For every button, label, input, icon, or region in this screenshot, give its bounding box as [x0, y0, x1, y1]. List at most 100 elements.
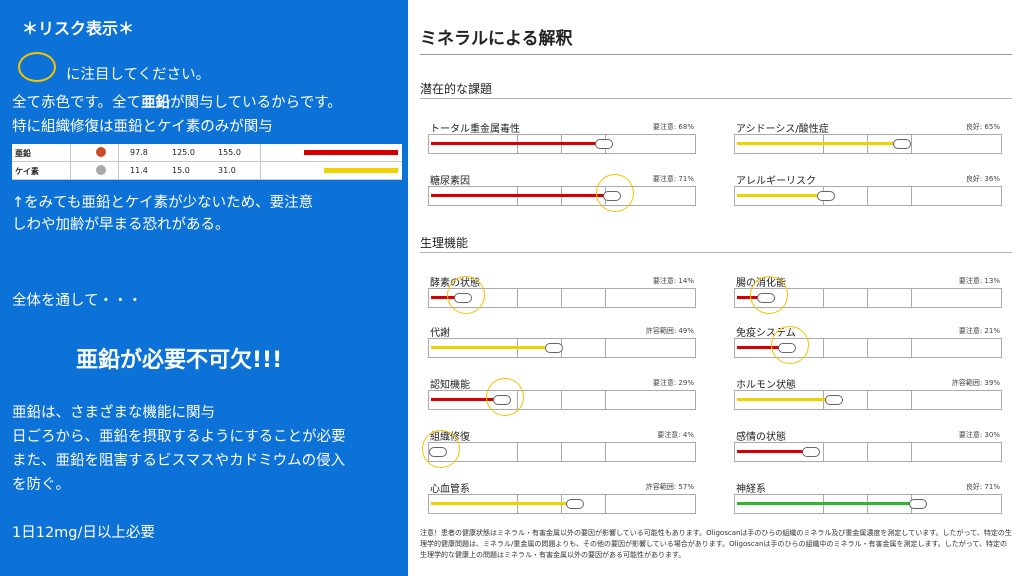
indicator-name: 認知機能 — [430, 380, 470, 391]
paragraph-1: 亜鉛は、さまざまな機能に関与 — [12, 405, 215, 421]
indicator-item: 感情の状態 要注意: 30% — [734, 428, 1002, 474]
indicator-bar — [737, 194, 831, 197]
indicator-status: 要注意: 71% — [652, 175, 694, 183]
indicator-bar — [431, 194, 617, 197]
indicator-name: トータル重金属毒性 — [430, 124, 520, 135]
indicator-gauge — [428, 186, 696, 206]
section1-divider — [420, 98, 1012, 99]
mini-name: 亜鉛 — [15, 149, 31, 158]
indicator-status: 要注意: 68% — [652, 123, 694, 131]
highlight-ring — [596, 174, 634, 212]
indicator-knob — [817, 191, 835, 201]
indicator-gauge — [428, 494, 696, 514]
indicator-status: 要注意: 30% — [958, 431, 1000, 439]
arrow-line-2: しわや加齢が早まる恐れがある。 — [12, 217, 230, 233]
indicator-item: 糖尿素因 要注意: 71% — [428, 172, 696, 218]
indicator-item: トータル重金属毒性 要注意: 68% — [428, 120, 696, 166]
mini-v3: 31.0 — [218, 166, 236, 175]
mini-v3: 155.0 — [218, 148, 241, 157]
mineral-mini-table: 亜鉛 97.8 125.0 155.0 ケイ素 11.4 15.0 31.0 — [12, 144, 402, 180]
indicator-knob — [909, 499, 927, 509]
indicator-item: 代謝 許容範囲: 49% — [428, 324, 696, 370]
highlight-ring-sample — [18, 52, 56, 82]
paragraph-3: また、亜鉛を阻害するビスマスやカドミウムの侵入 — [12, 453, 346, 469]
mini-row-zinc: 亜鉛 97.8 125.0 155.0 — [12, 144, 402, 162]
section2-divider — [420, 252, 1012, 253]
indicator-gauge — [428, 390, 696, 410]
indicator-status: 良好: 65% — [965, 123, 1000, 131]
paragraph-2: 日ごろから、亜鉛を摂取するようにすることが必要 — [12, 429, 346, 445]
indicator-name: 心血管系 — [430, 484, 470, 495]
indicator-bar — [737, 502, 923, 505]
indicator-gauge — [734, 390, 1002, 410]
indicator-status: 許容範囲: 39% — [951, 379, 1000, 387]
mini-bar-silicon — [324, 168, 398, 173]
indicator-name: アシドーシス/酸性症 — [736, 124, 829, 135]
indicator-status: 許容範囲: 49% — [645, 327, 694, 335]
indicator-knob — [802, 447, 820, 457]
indicator-name: ホルモン状態 — [736, 380, 796, 391]
indicator-name: アレルギーリスク — [736, 176, 816, 187]
indicator-gauge — [734, 442, 1002, 462]
indicator-name: 感情の状態 — [736, 432, 786, 443]
line1-c: が関与しているからです。 — [170, 95, 342, 111]
section-physiology: 生理機能 — [420, 236, 469, 250]
mini-v2: 15.0 — [172, 166, 190, 175]
indicator-status: 要注意: 21% — [958, 327, 1000, 335]
indicator-gauge — [428, 442, 696, 462]
indicator-name: 糖尿素因 — [430, 176, 470, 187]
overall-text: 全体を通して・・・ — [12, 293, 143, 309]
indicator-bar — [431, 346, 559, 349]
indicator-bar — [737, 346, 792, 349]
silicon-dot-icon — [96, 165, 106, 175]
indicator-knob — [825, 395, 843, 405]
mini-bar-zinc — [304, 150, 398, 155]
indicator-item: 腸の消化能 要注意: 13% — [734, 274, 1002, 320]
line1-a: 全て赤色です。全て — [12, 95, 142, 111]
title-divider — [420, 54, 1012, 55]
indicator-status: 要注意: 29% — [652, 379, 694, 387]
ring-note: に注目してください。 — [66, 67, 211, 83]
left-panel: ＊リスク表示＊ に注目してください。 全て赤色です。全て亜鉛が関与しているからで… — [0, 0, 408, 576]
indicator-name: 神経系 — [736, 484, 766, 495]
indicator-knob — [545, 343, 563, 353]
mini-v1: 11.4 — [130, 166, 148, 175]
indicator-item: 組織修復 要注意: 4% — [422, 428, 696, 474]
indicator-bar — [737, 142, 907, 145]
indicator-gauge — [734, 186, 1002, 206]
indicator-gauge — [428, 134, 696, 154]
mini-name: ケイ素 — [15, 167, 39, 176]
indicator-bar — [431, 502, 580, 505]
indicator-name: 免疫システム — [736, 328, 796, 339]
highlight-ring — [447, 276, 485, 314]
indicator-gauge — [734, 134, 1002, 154]
indicator-bar — [737, 398, 839, 401]
indicator-bar — [737, 450, 816, 453]
risk-heading: ＊リスク表示＊ — [22, 19, 135, 38]
section-potential-issues: 潜在的な課題 — [420, 82, 493, 96]
line-zinc-all-red: 全て赤色です。全て亜鉛が関与しているからです。 — [12, 94, 342, 112]
indicator-item: 心血管系 許容範囲: 57% — [428, 480, 696, 526]
highlight-ring — [422, 430, 460, 468]
indicator-item: 酵素の状態 要注意: 14% — [428, 274, 696, 320]
indicator-item: アシドーシス/酸性症 良好: 65% — [734, 120, 1002, 166]
indicator-item: 免疫システム 要注意: 21% — [734, 324, 1002, 370]
indicator-item: ホルモン状態 許容範囲: 39% — [734, 376, 1002, 422]
indicator-item: 神経系 良好: 71% — [734, 480, 1002, 526]
mini-v1: 97.8 — [130, 148, 148, 157]
indicator-item: アレルギーリスク 良好: 36% — [734, 172, 1002, 218]
report-panel: ミネラルによる解釈 潜在的な課題 生理機能 トータル重金属毒性 要注意: 68% ア… — [408, 0, 1024, 576]
indicator-status: 許容範囲: 57% — [645, 483, 694, 491]
highlight-ring — [750, 276, 788, 314]
indicator-status: 要注意: 13% — [958, 277, 1000, 285]
indicator-item: 認知機能 要注意: 29% — [428, 376, 696, 422]
mini-row-silicon: ケイ素 11.4 15.0 31.0 — [12, 162, 402, 180]
indicator-bar — [431, 142, 609, 145]
indicator-bar — [431, 398, 507, 401]
paragraph-4: を防ぐ。 — [12, 477, 70, 493]
highlight-ring — [771, 326, 809, 364]
indicator-gauge — [734, 494, 1002, 514]
highlight-ring — [486, 378, 524, 416]
mini-v2: 125.0 — [172, 148, 195, 157]
indicator-status: 要注意: 14% — [652, 277, 694, 285]
